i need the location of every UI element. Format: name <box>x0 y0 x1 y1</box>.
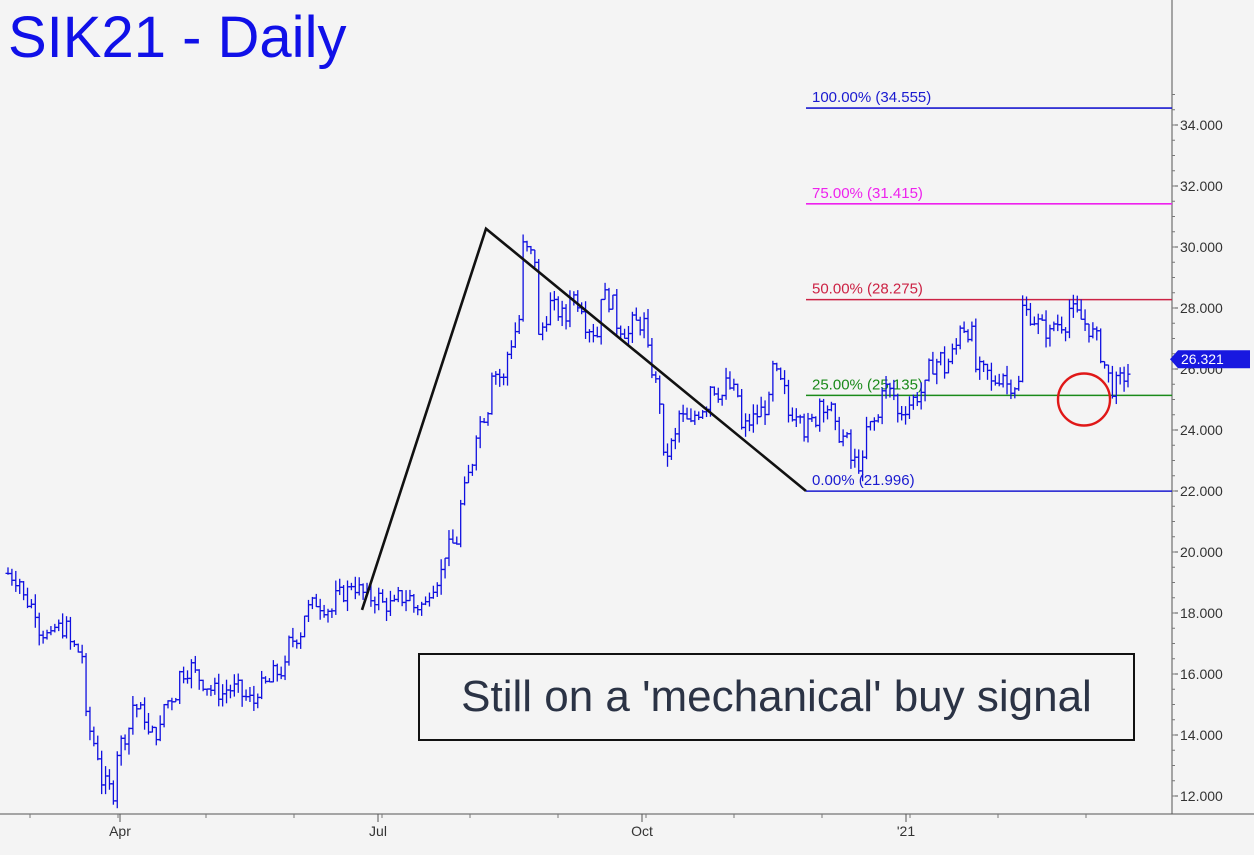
chart-title: SIK21 - Daily <box>8 5 347 70</box>
y-tick-label: 28.000 <box>1180 300 1223 316</box>
signal-circle <box>1056 372 1112 427</box>
y-tick-label: 14.000 <box>1180 727 1223 743</box>
y-tick-label: 18.000 <box>1180 605 1223 621</box>
last-price-label: 26.321 <box>1181 351 1224 367</box>
fib-level-label: 0.00% (21.996) <box>812 472 915 489</box>
last-price-box <box>1170 350 1250 369</box>
annotation-text: Still on a 'mechanical' buy signal <box>461 672 1092 721</box>
fibonacci-levels: 100.00% (34.555) 75.00% (31.415) 50.00% (2… <box>806 89 1172 492</box>
fib-level-label: 75.00% (31.415) <box>812 185 923 202</box>
x-tick-label: Oct <box>631 823 653 839</box>
y-tick-label: 20.000 <box>1180 544 1223 560</box>
y-tick-label: 32.000 <box>1180 178 1223 194</box>
fib-level-label: 100.00% (34.555) <box>812 89 931 106</box>
price-bars <box>5 234 1131 809</box>
abc-pattern-lines <box>360 226 807 611</box>
y-tick-label: 22.000 <box>1180 483 1223 499</box>
abc-pattern-polyline <box>360 226 807 611</box>
signal-circle-marker <box>1056 372 1112 427</box>
annotation-box: Still on a 'mechanical' buy signal <box>418 653 1135 741</box>
x-axis: Apr Jul Oct '21 <box>29 814 1087 839</box>
x-tick-label: '21 <box>897 823 915 839</box>
y-tick-label: 24.000 <box>1180 422 1223 438</box>
fib-level-label: 25.00% (25.135) <box>812 376 923 393</box>
fib-level-label: 50.00% (28.275) <box>812 281 923 298</box>
y-tick-label: 16.000 <box>1180 666 1223 682</box>
y-tick-label: 34.000 <box>1180 117 1223 133</box>
x-tick-label: Apr <box>109 823 131 839</box>
x-tick-label: Jul <box>369 823 387 839</box>
plot-frame <box>0 0 1254 815</box>
last-price-tag: 26.321 <box>1170 350 1250 369</box>
y-axis: 12.000 14.000 16.000 18.000 20.000 22.000 24.0… <box>1172 94 1223 804</box>
y-tick-label: 12.000 <box>1180 788 1223 804</box>
y-tick-label: 30.000 <box>1180 239 1223 255</box>
